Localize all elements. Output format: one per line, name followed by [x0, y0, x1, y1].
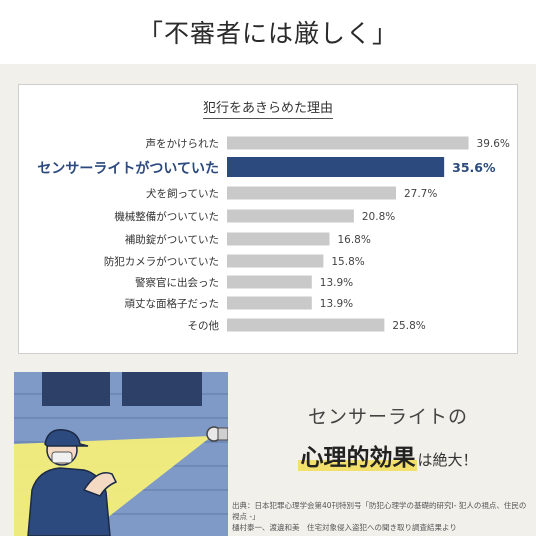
category-label: センサーライトがついていた: [37, 160, 219, 177]
security-light-illustration: [14, 372, 228, 536]
promo-headline: センサーライトの: [307, 406, 468, 428]
value-label: 39.6%: [477, 138, 510, 150]
category-label: 警察官に出会った: [135, 276, 219, 289]
bar: [227, 296, 312, 310]
bar: [227, 209, 354, 223]
value-label: 27.7%: [404, 188, 437, 200]
chart-title: 犯行をあきらめた理由: [19, 97, 517, 119]
category-label: 声をかけられた: [146, 137, 220, 150]
bar: [227, 157, 445, 177]
source-line-1: 出典：日本犯罪心理学会第40刊特別号「防犯心理学の基礎的研究Ⅰ- 犯人の視点、住…: [232, 501, 527, 521]
promo-suffix: は絶大！: [417, 451, 478, 469]
category-label: 犬を飼っていた: [146, 187, 219, 200]
bar: [227, 186, 396, 200]
value-label: 25.8%: [392, 320, 425, 332]
chart-card: 犯行をあきらめた理由 声をかけられた 39.6% センサーライトがついていた 35.6…: [18, 84, 518, 354]
value-label: 20.8%: [362, 211, 395, 223]
value-label: 13.9%: [320, 298, 353, 310]
value-label: 16.8%: [337, 234, 370, 246]
value-label: 35.6%: [452, 160, 496, 175]
value-label: 15.8%: [331, 256, 364, 268]
bar: [227, 275, 312, 289]
promo-highlight: 心理的効果: [298, 445, 418, 471]
bar: [227, 254, 324, 268]
chart-title-text: 犯行をあきらめた理由: [202, 101, 333, 119]
bar: [227, 318, 385, 332]
category-label: 補助錠がついていた: [125, 233, 219, 246]
bar: [227, 136, 469, 150]
category-label: その他: [188, 319, 220, 332]
category-label: 防犯カメラがついていた: [104, 255, 219, 268]
page-title: 「不審者には厳しく」: [137, 19, 398, 48]
category-label: 頑丈な面格子だった: [125, 297, 220, 310]
bar-chart: 声をかけられた 39.6% センサーライトがついていた 35.6% 犬を飼っていた 27.…: [37, 136, 510, 332]
source-line-2: 樋村泰一、渡邊和美 住宅対象侵入盗犯への聞き取り調査結果より: [232, 523, 457, 532]
bar: [227, 232, 330, 246]
promo-subheadline: 心理的効果 は絶大！: [240, 438, 536, 472]
top-header: 「不審者には厳しく」: [0, 0, 536, 64]
category-label: 機械整備がついていた: [114, 210, 219, 223]
promo-section: センサーライトの 心理的効果 は絶大！ 出典：日本犯罪心理学会第40刊特別号「防犯…: [0, 368, 536, 536]
source-citation: 出典：日本犯罪心理学会第40刊特別号「防犯心理学の基礎的研究Ⅰ- 犯人の視点、住…: [232, 500, 532, 533]
value-label: 13.9%: [320, 277, 353, 289]
